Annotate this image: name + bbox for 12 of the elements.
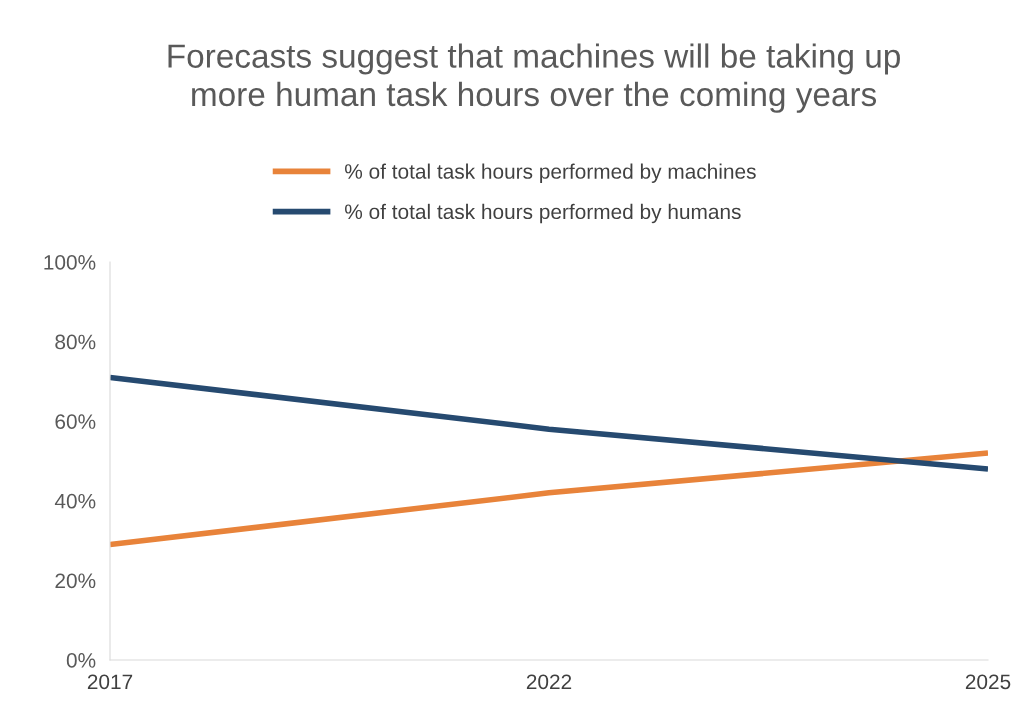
legend-label: % of total task hours performed by humans: [345, 203, 741, 224]
legend-label: % of total task hours performed by machines: [345, 163, 756, 183]
y-tick-label: 0%: [66, 653, 96, 668]
y-tick-label: 60%: [55, 414, 96, 429]
x-tick-label: 2022: [526, 674, 572, 690]
chart-title: Forecasts suggest that machines will be taking up more human task hours over the coming years: [168, 43, 900, 113]
x-tick-label: 2017: [87, 674, 133, 690]
y-tick-label: 80%: [55, 334, 96, 350]
y-tick-label: 20%: [55, 573, 96, 589]
y-tick-label: 40%: [54, 493, 96, 509]
x-tick-label: 2025: [965, 674, 1011, 690]
y-tick-label: 100%: [44, 255, 96, 270]
